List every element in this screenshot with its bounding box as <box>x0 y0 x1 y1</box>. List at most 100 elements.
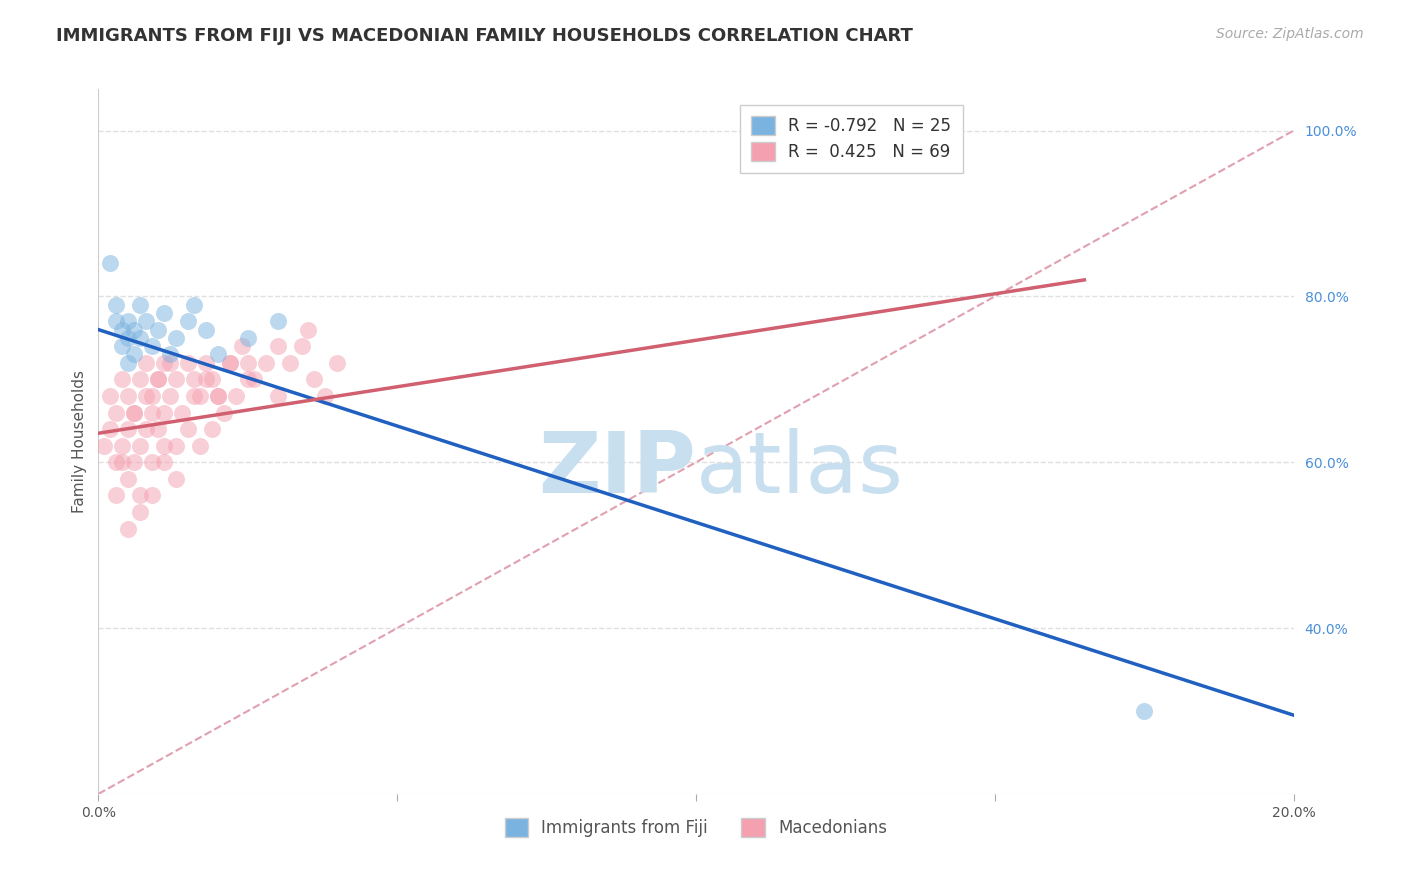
Point <box>302 372 325 386</box>
Point <box>177 356 200 370</box>
Point <box>236 372 259 386</box>
Point <box>98 389 122 403</box>
Point <box>159 356 181 370</box>
Point <box>141 339 163 353</box>
Point <box>254 356 277 370</box>
Y-axis label: Family Households: Family Households <box>72 370 87 513</box>
Point <box>124 323 146 337</box>
Point <box>105 455 128 469</box>
Point <box>183 372 205 386</box>
Point <box>148 372 170 386</box>
Point <box>93 439 115 453</box>
Point <box>105 488 128 502</box>
Point <box>135 314 157 328</box>
Text: atlas: atlas <box>696 428 904 511</box>
Point <box>267 339 290 353</box>
Point <box>172 405 194 419</box>
Text: IMMIGRANTS FROM FIJI VS MACEDONIAN FAMILY HOUSEHOLDS CORRELATION CHART: IMMIGRANTS FROM FIJI VS MACEDONIAN FAMIL… <box>56 27 912 45</box>
Point <box>278 356 301 370</box>
Point <box>105 314 128 328</box>
Point <box>236 331 259 345</box>
Point <box>201 372 224 386</box>
Point <box>129 372 152 386</box>
Point <box>141 389 163 403</box>
Point <box>165 439 187 453</box>
Point <box>183 389 205 403</box>
Point <box>219 356 242 370</box>
Point <box>225 389 247 403</box>
Point <box>124 347 146 361</box>
Point <box>141 488 163 502</box>
Point <box>153 405 176 419</box>
Point <box>195 323 218 337</box>
Point <box>129 331 152 345</box>
Point <box>129 488 152 502</box>
Point <box>148 372 170 386</box>
Point <box>117 314 139 328</box>
Point <box>177 422 200 436</box>
Point <box>111 339 134 353</box>
Point <box>165 331 187 345</box>
Point <box>98 422 122 436</box>
Point <box>117 522 139 536</box>
Point <box>98 256 122 270</box>
Point <box>124 405 146 419</box>
Point <box>212 405 235 419</box>
Point <box>141 405 163 419</box>
Point <box>148 422 170 436</box>
Point <box>141 455 163 469</box>
Point <box>207 389 229 403</box>
Point <box>111 455 134 469</box>
Point <box>105 298 128 312</box>
Point <box>111 323 134 337</box>
Text: Source: ZipAtlas.com: Source: ZipAtlas.com <box>1216 27 1364 41</box>
Point <box>111 439 134 453</box>
Point <box>188 439 211 453</box>
Point <box>165 472 187 486</box>
Point <box>129 439 152 453</box>
Point <box>177 314 200 328</box>
Point <box>207 347 229 361</box>
Point <box>1133 704 1156 718</box>
Text: ZIP: ZIP <box>538 428 696 511</box>
Point <box>188 389 211 403</box>
Point <box>129 505 152 519</box>
Point <box>201 422 224 436</box>
Point <box>117 472 139 486</box>
Point <box>159 347 181 361</box>
Point <box>153 356 176 370</box>
Point <box>243 372 266 386</box>
Point <box>236 356 259 370</box>
Point <box>219 356 242 370</box>
Legend: Immigrants from Fiji, Macedonians: Immigrants from Fiji, Macedonians <box>494 806 898 849</box>
Point <box>153 455 176 469</box>
Point <box>124 455 146 469</box>
Point <box>231 339 253 353</box>
Point <box>315 389 337 403</box>
Point <box>165 372 187 386</box>
Point <box>117 331 139 345</box>
Point <box>129 298 152 312</box>
Point <box>148 323 170 337</box>
Point <box>267 314 290 328</box>
Point <box>153 306 176 320</box>
Point <box>153 439 176 453</box>
Point <box>124 405 146 419</box>
Point <box>183 298 205 312</box>
Point <box>117 422 139 436</box>
Point <box>195 372 218 386</box>
Point <box>159 389 181 403</box>
Point <box>291 339 314 353</box>
Point <box>135 356 157 370</box>
Point <box>111 372 134 386</box>
Point <box>135 422 157 436</box>
Point <box>117 389 139 403</box>
Point <box>326 356 349 370</box>
Point <box>297 323 319 337</box>
Point <box>117 356 139 370</box>
Point <box>135 389 157 403</box>
Point <box>195 356 218 370</box>
Point <box>105 405 128 419</box>
Point <box>267 389 290 403</box>
Point <box>207 389 229 403</box>
